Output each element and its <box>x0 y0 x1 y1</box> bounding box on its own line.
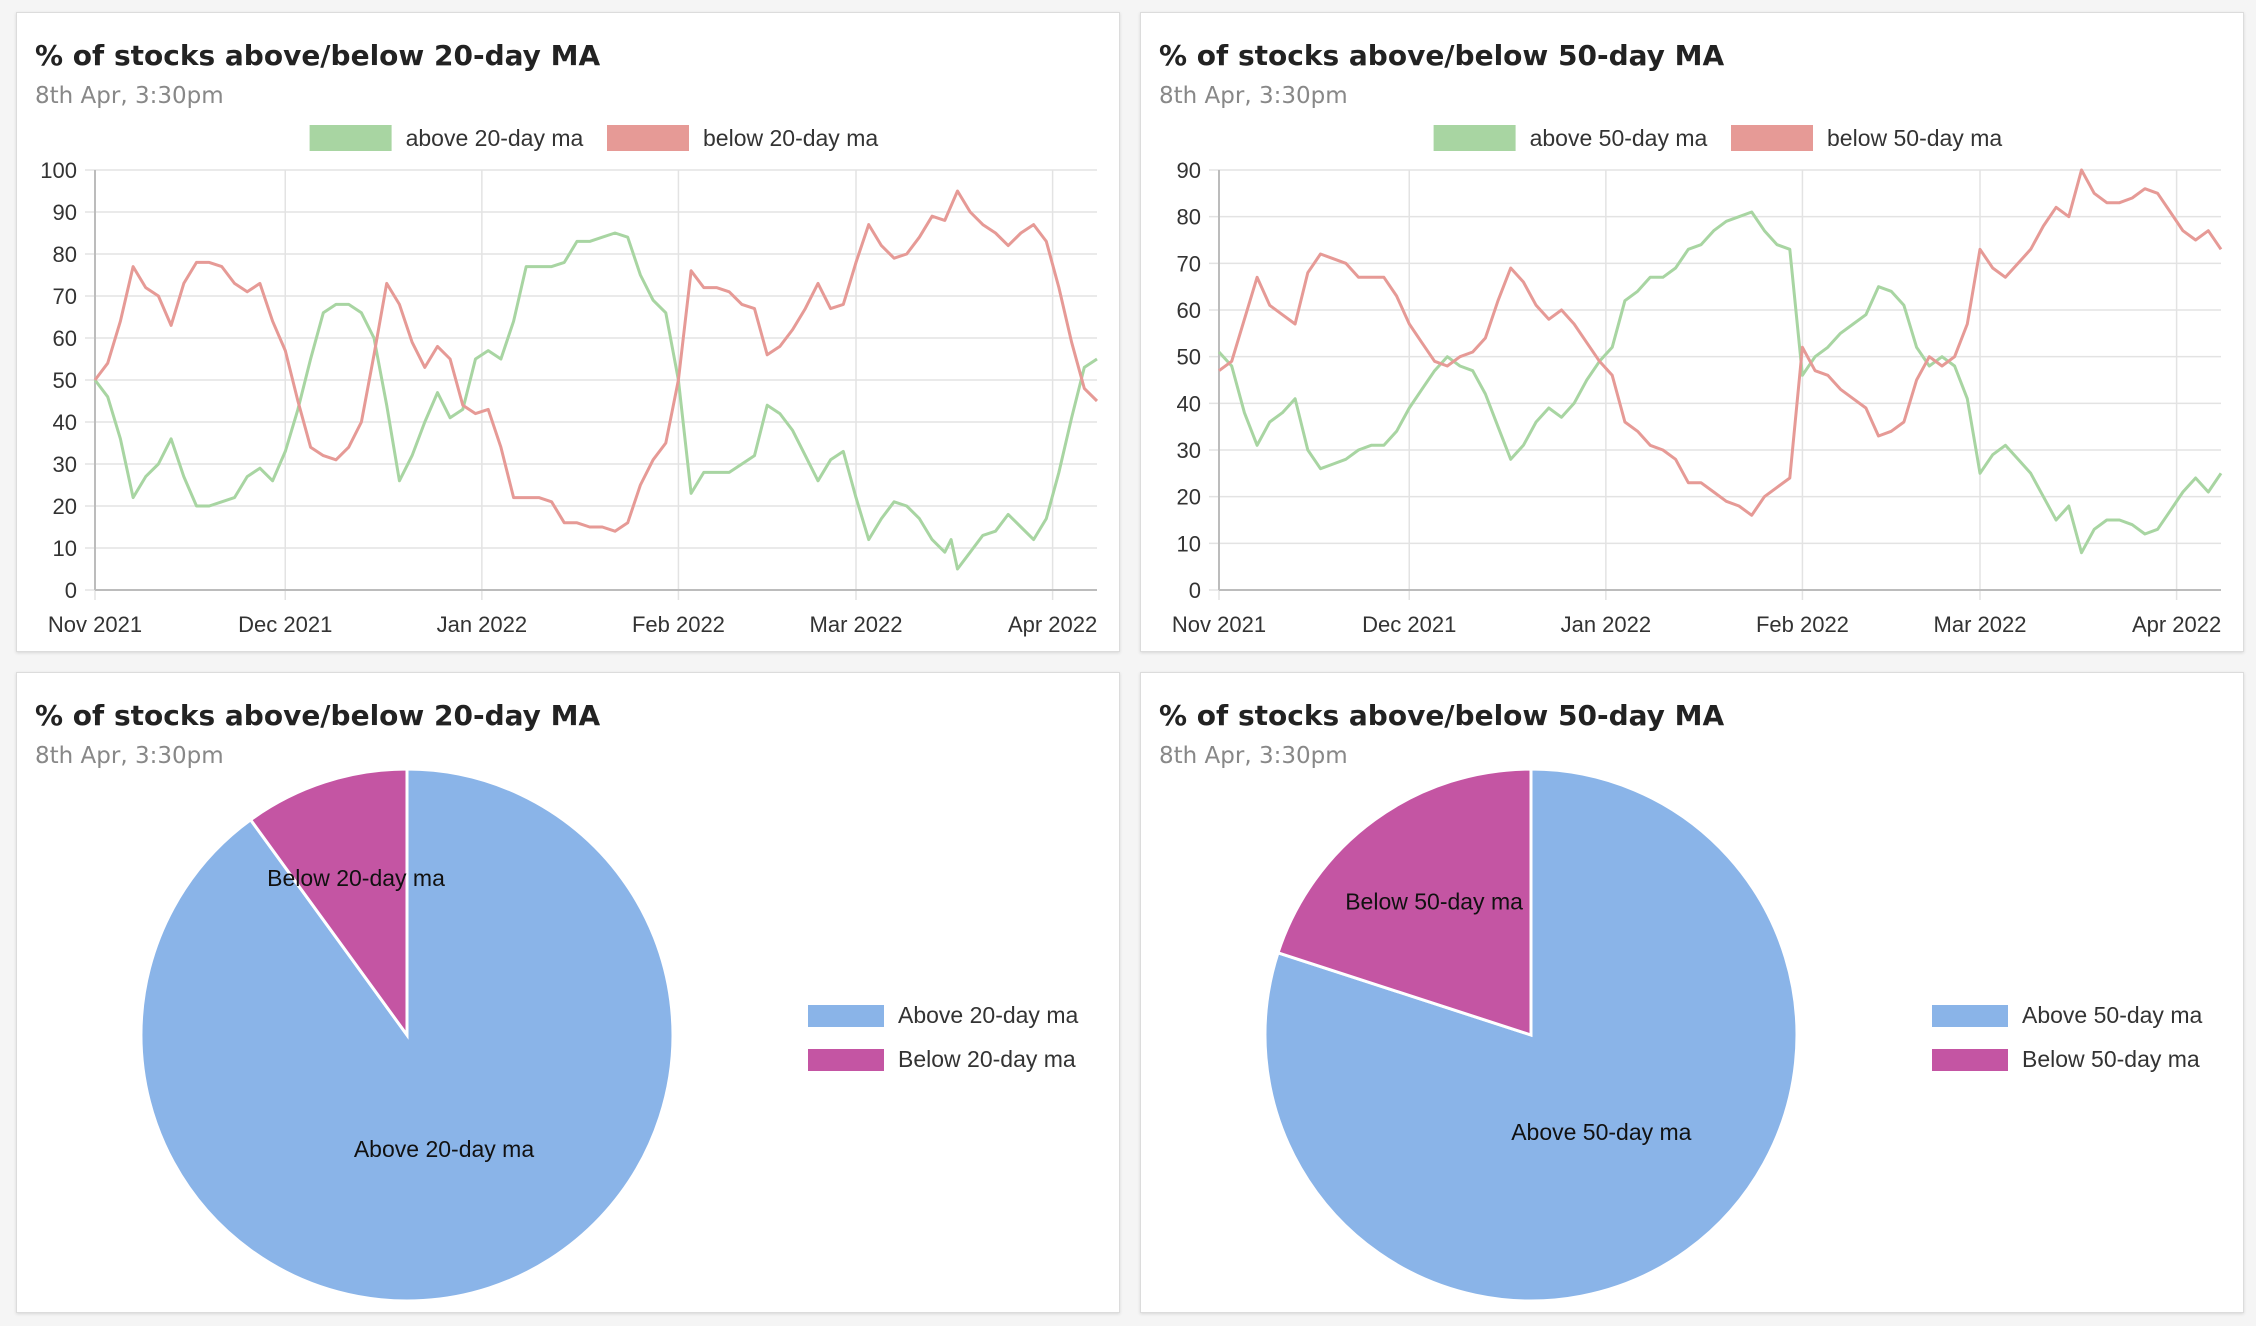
x-tick-label: Mar 2022 <box>1934 612 2027 637</box>
pie-chart-20: Above 20-day ma Below 20-day ma Above 20-d… <box>139 767 1078 1303</box>
legend-label: below 50-day ma <box>1827 125 2002 151</box>
line-chart-20: 0 10 20 30 40 50 60 70 80 90 100 Nov 2021 Dec 2021 Ja… <box>40 125 1099 637</box>
legend-swatch-below-50-day-ma <box>1932 1049 2008 1071</box>
pie-slice-label: Below 50-day ma <box>1345 889 1523 915</box>
legend-swatch-above-50-day-ma <box>1433 125 1516 151</box>
legend-swatch-below-20-day-ma <box>607 125 689 151</box>
pie-slice-label: Above 50-day ma <box>1511 1119 1691 1145</box>
y-tick-label: 50 <box>53 368 77 393</box>
legend-swatch-above-50-day-ma <box>1932 1005 2008 1027</box>
x-tick-label: Dec 2021 <box>238 612 332 637</box>
series-line-above-20-day-ma <box>93 231 1098 571</box>
x-tick-label: Mar 2022 <box>810 612 903 637</box>
y-tick-label: 30 <box>53 452 77 477</box>
legend-swatch-above-20-day-ma <box>808 1005 884 1027</box>
legend-label: above 20-day ma <box>406 125 584 151</box>
pie-chart-50: Above 50-day ma Below 50-day ma Above 50-d… <box>1263 767 2202 1303</box>
legend-label: above 50-day ma <box>1530 125 1708 151</box>
chart-timestamp: 8th Apr, 3:30pm <box>1159 743 1348 769</box>
y-tick-label: 90 <box>53 200 77 225</box>
line-chart-card-50: % of stocks above/below 50-day MA 8th Ap… <box>1140 12 2244 652</box>
x-tick-label: Feb 2022 <box>632 612 725 637</box>
y-tick-label: 80 <box>1177 205 1201 230</box>
legend-label: Below 20-day ma <box>898 1046 1076 1072</box>
legend-label: Below 50-day ma <box>2022 1046 2200 1072</box>
line-chart-50: 0 10 20 30 40 50 60 70 80 90 Nov 2021 Dec 2021 Jan 2… <box>1172 125 2223 637</box>
y-tick-label: 20 <box>1177 485 1201 510</box>
chart-title: % of stocks above/below 20-day MA <box>35 39 601 72</box>
y-tick-label: 100 <box>40 158 77 183</box>
pie-slice-below-20-day-ma <box>248 767 409 1040</box>
x-tick-label: Dec 2021 <box>1362 612 1456 637</box>
y-tick-label: 10 <box>1177 531 1201 556</box>
chart-title: % of stocks above/below 20-day MA <box>35 699 601 732</box>
y-tick-label: 50 <box>1177 345 1201 370</box>
legend-label: Above 20-day ma <box>898 1002 1078 1028</box>
y-tick-label: 40 <box>1177 391 1201 416</box>
legend-label: Above 50-day ma <box>2022 1002 2202 1028</box>
x-tick-label: Apr 2022 <box>1008 612 1097 637</box>
chart-title: % of stocks above/below 50-day MA <box>1159 39 1725 72</box>
series-line-below-50-day-ma <box>1218 168 2223 517</box>
chart-timestamp: 8th Apr, 3:30pm <box>35 83 224 109</box>
chart-timestamp: 8th Apr, 3:30pm <box>35 743 224 769</box>
y-tick-label: 90 <box>1177 158 1201 183</box>
y-tick-label: 30 <box>1177 438 1201 463</box>
legend-swatch-below-50-day-ma <box>1731 125 1813 151</box>
pie-slice-below-50-day-ma <box>1276 767 1533 1038</box>
y-tick-label: 60 <box>1177 298 1201 323</box>
y-tick-label: 70 <box>1177 251 1201 276</box>
pie-slice-label: Above 20-day ma <box>354 1136 534 1162</box>
y-tick-label: 40 <box>53 410 77 435</box>
chart-title: % of stocks above/below 50-day MA <box>1159 699 1725 732</box>
legend-swatch-above-20-day-ma <box>309 125 392 151</box>
pie-chart-card-20: % of stocks above/below 20-day MA 8th Ap… <box>16 672 1120 1313</box>
x-tick-label: Jan 2022 <box>437 612 528 637</box>
chart-timestamp: 8th Apr, 3:30pm <box>1159 83 1348 109</box>
x-tick-label: Jan 2022 <box>1561 612 1652 637</box>
y-tick-label: 80 <box>53 242 77 267</box>
line-chart-card-20: % of stocks above/below 20-day MA 8th Ap… <box>16 12 1120 652</box>
series-line-below-20-day-ma <box>93 189 1099 533</box>
y-tick-label: 20 <box>53 494 77 519</box>
y-tick-label: 0 <box>1189 578 1201 603</box>
x-tick-label: Apr 2022 <box>2132 612 2221 637</box>
y-tick-label: 10 <box>53 536 77 561</box>
y-tick-label: 0 <box>65 578 77 603</box>
pie-slice-above-20-day-ma <box>139 767 675 1303</box>
x-tick-label: Feb 2022 <box>1756 612 1849 637</box>
x-tick-label: Nov 2021 <box>48 612 142 637</box>
y-tick-label: 60 <box>53 326 77 351</box>
legend-label: below 20-day ma <box>703 125 878 151</box>
y-tick-label: 70 <box>53 284 77 309</box>
pie-chart-card-50: % of stocks above/below 50-day MA 8th Ap… <box>1140 672 2244 1313</box>
pie-slice-label: Below 20-day ma <box>267 865 445 891</box>
series-line-above-50-day-ma <box>1217 210 2223 555</box>
legend-swatch-below-20-day-ma <box>808 1049 884 1071</box>
x-tick-label: Nov 2021 <box>1172 612 1266 637</box>
